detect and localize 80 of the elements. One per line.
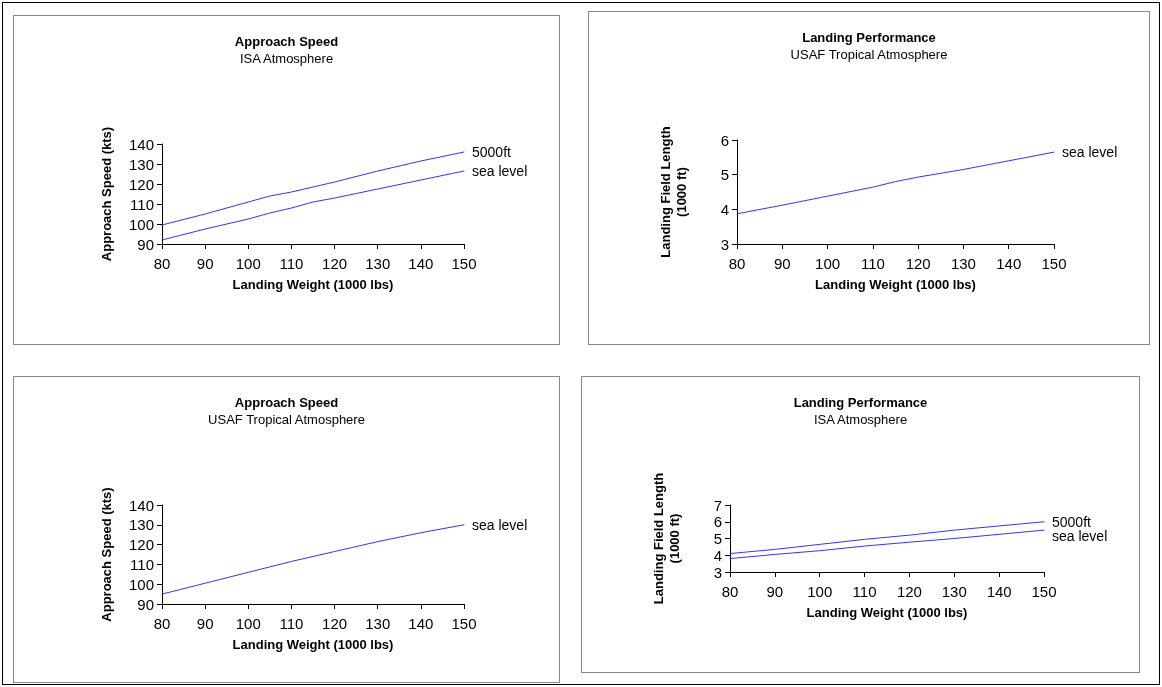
y-tick-label: 90 [137,595,154,613]
x-tick-label: 90 [196,615,214,632]
x-axis-title: Landing Weight (1000 lbs) [232,637,394,652]
chart-title: Landing Performance [793,395,928,410]
y-tick-label: 110 [130,555,154,573]
x-tick-label: 140 [996,255,1022,272]
x-tick-label: 140 [986,583,1012,600]
x-tick-label: 150 [451,255,477,272]
series-label: sea level [1052,527,1108,544]
x-tick-label: 100 [235,255,261,272]
x-tick-label: 90 [773,255,791,272]
x-axis-title: Landing Weight (1000 lbs) [806,605,968,620]
x-tick-label: 120 [322,615,348,632]
line-series [161,151,465,226]
x-tick-label: 110 [279,615,304,632]
chart-title: Approach Speed [234,34,339,49]
y-tick-label: 100 [128,215,154,233]
chart-subtitle: USAF Tropical Atmosphere [208,412,365,427]
y-axis-title: Landing Field Length (1000 ft) [650,472,682,605]
x-tick-label: 120 [905,255,931,272]
y-axis-title: Approach Speed (kts) [98,487,114,622]
x-tick-label: 80 [728,255,746,272]
chart-subtitle: ISA Atmosphere [813,412,908,427]
x-tick-label: 130 [365,255,391,272]
y-tick-label: 4 [720,200,729,218]
y-tick-label: 120 [128,536,154,554]
y-tick-label: 6 [713,513,722,531]
chart-title: Landing Performance [802,30,936,45]
y-tick-label: 140 [128,496,154,514]
x-tick-label: 80 [153,255,171,272]
line-series [729,521,1045,555]
series-label: sea level [472,516,528,533]
line-series [729,529,1045,560]
y-tick-label: 130 [128,155,154,173]
y-tick-label: 3 [713,563,722,581]
x-tick-label: 120 [896,583,922,600]
x-tick-label: 120 [322,255,348,272]
chart-title: Approach Speed [234,395,339,410]
x-tick-label: 140 [408,255,434,272]
x-axis-title: Landing Weight (1000 lbs) [815,277,976,292]
series-label: 5000ft [472,144,512,160]
y-tick-label: 110 [130,195,154,213]
x-tick-label: 90 [766,583,784,600]
x-tick-label: 100 [235,615,261,632]
y-tick-label: 130 [128,516,154,534]
x-tick-label: 150 [451,615,477,632]
line-series [161,170,465,241]
y-tick-label: 140 [128,135,154,153]
y-tick-label: 7 [713,496,722,514]
y-tick-label: 5 [720,166,729,184]
x-axis-title: Landing Weight (1000 lbs) [232,277,394,292]
y-tick-label: 5 [713,530,722,547]
x-tick-label: 110 [852,583,877,600]
y-axis-title: Approach Speed (kts) [98,126,114,262]
x-tick-label: 130 [365,615,391,632]
chart-subtitle: ISA Atmosphere [239,51,334,66]
series-label: sea level [1062,144,1118,161]
x-tick-label: 130 [941,583,967,600]
y-tick-label: 3 [720,235,729,253]
x-tick-label: 150 [1031,583,1057,600]
series-label: sea level [472,163,528,179]
x-tick-label: 130 [950,255,976,272]
y-tick-label: 6 [720,131,729,149]
x-tick-label: 150 [1041,255,1067,272]
x-tick-label: 80 [153,615,171,632]
x-tick-label: 110 [279,255,304,272]
y-axis-title: Landing Field Length (1000 ft) [657,126,689,258]
x-tick-label: 100 [807,583,833,600]
x-tick-label: 100 [815,255,841,272]
series-label: 5000ft [1052,513,1092,530]
x-tick-label: 140 [408,615,434,632]
x-tick-label: 80 [721,583,739,600]
x-tick-label: 110 [860,255,885,272]
x-tick-label: 90 [196,255,214,272]
chart-subtitle: USAF Tropical Atmosphere [790,47,948,62]
line-series [161,524,465,595]
y-tick-label: 90 [137,235,154,253]
line-series [736,151,1055,215]
y-tick-label: 120 [128,175,154,193]
y-tick-label: 4 [713,546,722,564]
